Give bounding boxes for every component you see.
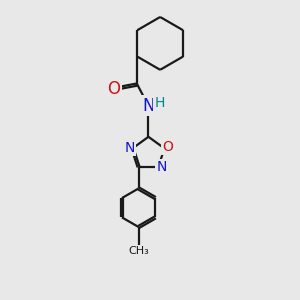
Text: N: N xyxy=(124,141,135,155)
Text: CH₃: CH₃ xyxy=(128,246,149,256)
Text: N: N xyxy=(156,160,167,174)
Text: O: O xyxy=(162,140,173,154)
Text: O: O xyxy=(107,80,120,98)
Text: N: N xyxy=(142,97,155,115)
Text: H: H xyxy=(154,96,165,110)
